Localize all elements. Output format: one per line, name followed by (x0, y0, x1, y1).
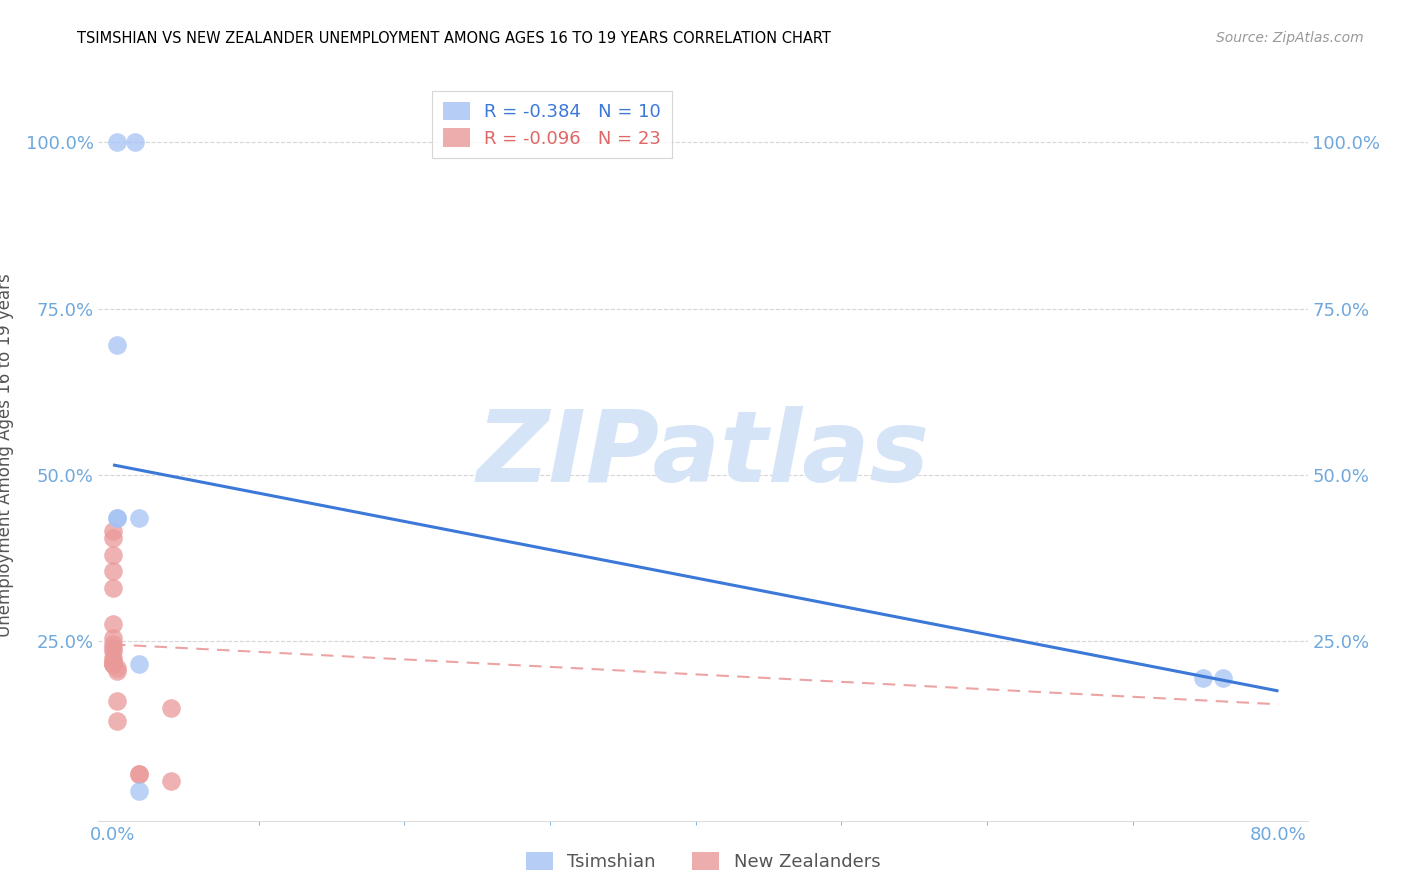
Legend: Tsimshian, New Zealanders: Tsimshian, New Zealanders (519, 845, 887, 879)
Point (101, 631, 124, 645)
Point (101, 650, 124, 665)
Point (1212, 671, 1234, 685)
Point (101, 617, 124, 632)
Point (1191, 671, 1213, 685)
Text: Source: ZipAtlas.com: Source: ZipAtlas.com (1216, 31, 1364, 45)
Point (105, 694, 128, 708)
Point (105, 664, 128, 678)
Point (128, 767, 150, 781)
Point (124, 136, 146, 150)
Point (128, 783, 150, 797)
Point (101, 657, 124, 672)
Text: TSIMSHIAN VS NEW ZEALANDER UNEMPLOYMENT AMONG AGES 16 TO 19 YEARS CORRELATION CH: TSIMSHIAN VS NEW ZEALANDER UNEMPLOYMENT … (77, 31, 831, 46)
Point (105, 661, 128, 675)
Point (160, 773, 183, 788)
Point (128, 657, 150, 672)
Point (101, 548, 124, 562)
Point (101, 640, 124, 655)
Legend: R = -0.384   N = 10, R = -0.096   N = 23: R = -0.384 N = 10, R = -0.096 N = 23 (432, 91, 672, 159)
Point (105, 511, 128, 525)
Point (101, 657, 124, 672)
Y-axis label: Unemployment Among Ages 16 to 19 years: Unemployment Among Ages 16 to 19 years (0, 273, 14, 637)
Point (101, 531, 124, 545)
Point (101, 564, 124, 578)
Point (101, 657, 124, 672)
Point (128, 511, 150, 525)
Point (105, 338, 128, 352)
Point (105, 511, 128, 525)
Point (101, 644, 124, 658)
Point (101, 654, 124, 668)
Point (105, 136, 128, 150)
Point (128, 767, 150, 781)
Point (160, 700, 183, 714)
Text: ZIPatlas: ZIPatlas (477, 407, 929, 503)
Point (101, 524, 124, 539)
Point (105, 714, 128, 728)
Point (101, 581, 124, 595)
Point (101, 637, 124, 651)
